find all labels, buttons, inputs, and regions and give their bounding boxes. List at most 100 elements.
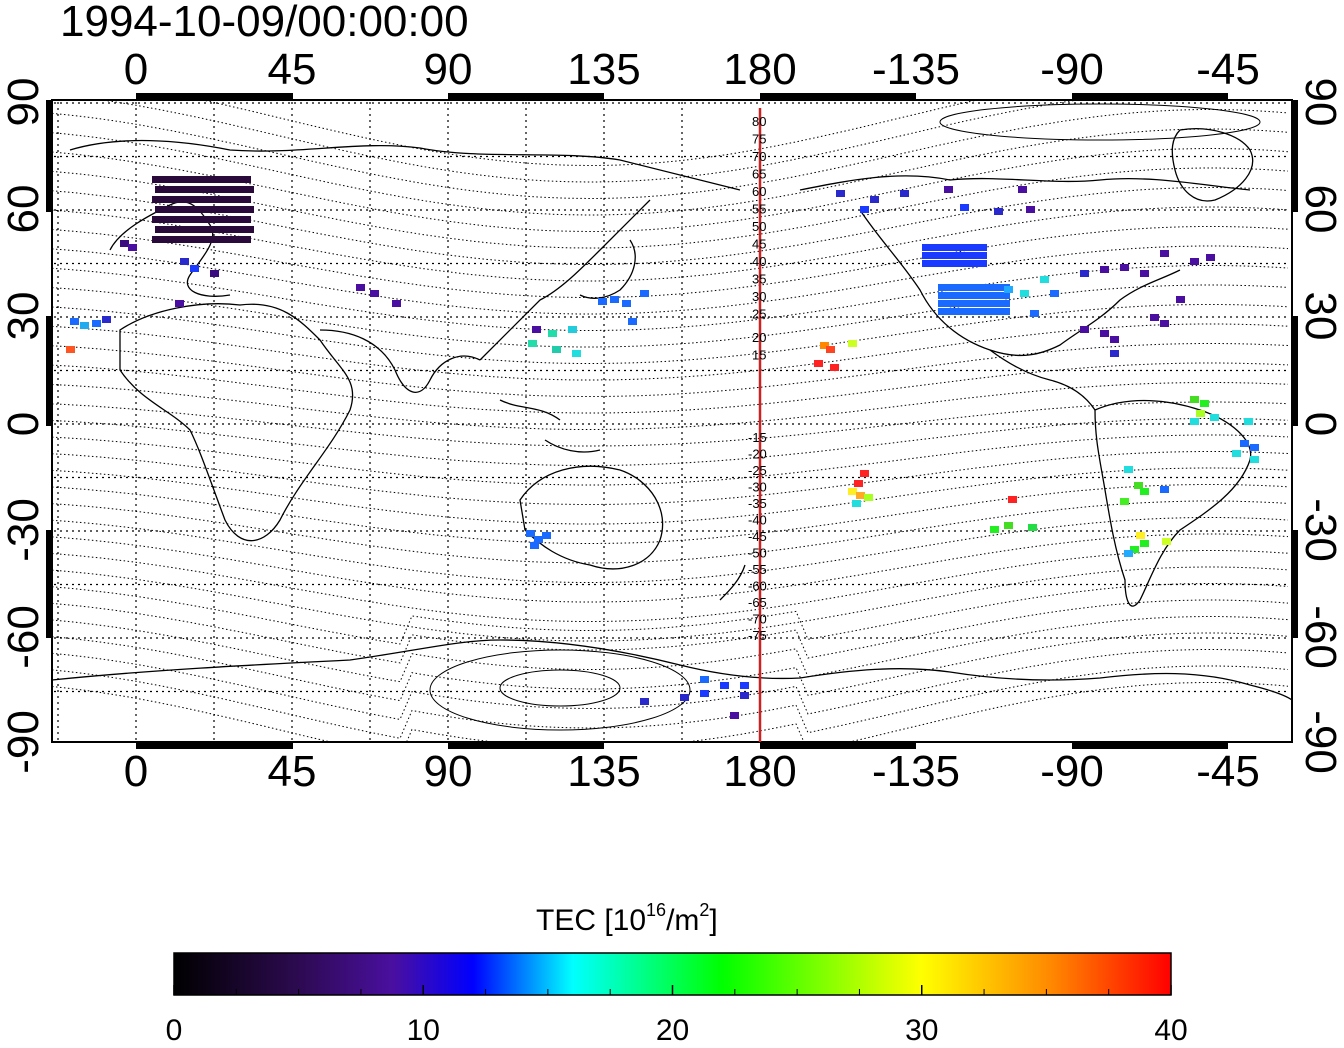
tec-cell <box>230 196 239 203</box>
tec-cell <box>182 216 191 223</box>
tec-cell <box>622 300 631 307</box>
tec-cell <box>1001 300 1010 307</box>
contour-line <box>52 467 1289 525</box>
tec-cell <box>848 488 857 495</box>
tec-cell <box>120 240 129 247</box>
tec-cell <box>239 226 248 233</box>
contour-label: 35 <box>752 272 766 287</box>
contour-label: -75 <box>748 628 767 643</box>
tec-cell <box>952 284 961 291</box>
tec-cell <box>973 292 982 299</box>
tec-cell <box>191 186 200 193</box>
tec-cell <box>185 186 194 193</box>
tec-cell <box>980 284 989 291</box>
tec-cell <box>680 694 689 701</box>
tec-cell <box>1140 270 1149 277</box>
tec-cell <box>830 364 839 371</box>
tec-cell <box>1206 254 1215 261</box>
tec-cell <box>194 236 203 243</box>
tec-cell <box>182 236 191 243</box>
tec-cell <box>209 206 218 213</box>
tec-cell <box>945 308 954 315</box>
tec-cell <box>938 308 947 315</box>
contour-label: -70 <box>748 612 767 627</box>
tec-cell <box>1100 266 1109 273</box>
tec-cell <box>943 244 952 251</box>
tec-cell <box>973 308 982 315</box>
tec-cell <box>242 236 251 243</box>
tec-cell <box>1160 250 1169 257</box>
tec-cell <box>852 500 861 507</box>
tec-cell <box>943 260 952 267</box>
contour-line <box>52 418 1289 466</box>
contour-line <box>52 128 1289 216</box>
tec-cell <box>227 206 236 213</box>
contour-label: -40 <box>748 513 767 528</box>
tec-cell <box>197 186 206 193</box>
tec-cell <box>971 252 980 259</box>
tec-cell <box>964 260 973 267</box>
contour-line <box>52 451 1289 505</box>
tec-cell <box>978 252 987 259</box>
contour-line <box>52 382 1289 430</box>
contour-line <box>52 632 1289 702</box>
tec-cell <box>1100 330 1109 337</box>
map-title: 1994-10-09/00:00:00 <box>60 0 469 46</box>
lon-tick-label: -90 <box>1040 45 1104 94</box>
tec-cell <box>212 196 221 203</box>
tec-cell <box>994 308 1003 315</box>
tec-cell <box>194 216 203 223</box>
tec-cell <box>152 176 161 183</box>
contour-line <box>52 599 1289 664</box>
tec-cell <box>980 300 989 307</box>
tec-cell <box>814 360 823 367</box>
tec-cell <box>1130 546 1139 553</box>
lat-tick-bars <box>46 100 1298 638</box>
lat-tick-label: 0 <box>0 412 48 436</box>
tec-cell <box>236 176 245 183</box>
contour-label: -25 <box>748 463 767 478</box>
tec-cell <box>1001 308 1010 315</box>
tec-cell <box>1120 264 1129 271</box>
tec-cell <box>820 342 829 349</box>
tec-cell <box>959 300 968 307</box>
tec-cell <box>370 290 379 297</box>
tec-cell <box>188 216 197 223</box>
tec-cell <box>167 206 176 213</box>
tec-cell <box>966 300 975 307</box>
tec-cell <box>215 206 224 213</box>
tec-cell <box>92 320 101 327</box>
tec-cell <box>864 494 873 501</box>
tec-cell <box>978 260 987 267</box>
tec-cell <box>221 186 230 193</box>
tec-cell <box>945 284 954 291</box>
tec-cell <box>203 186 212 193</box>
contour-line <box>52 500 1289 564</box>
tec-cell <box>973 300 982 307</box>
tec-cell <box>1196 410 1205 417</box>
tec-cell <box>221 226 230 233</box>
lat-tick-label: 30 <box>0 292 48 341</box>
tec-cell <box>167 226 176 233</box>
tec-cell <box>957 252 966 259</box>
contour-label: -30 <box>748 480 767 495</box>
tec-cell <box>179 226 188 233</box>
colorbar-tick-label: 30 <box>905 1014 938 1047</box>
tec-cell <box>987 300 996 307</box>
tec-cell <box>1040 276 1049 283</box>
tec-cell <box>158 196 167 203</box>
tec-cell <box>900 190 909 197</box>
contour-line <box>52 566 1289 642</box>
tec-cell <box>161 226 170 233</box>
contour-line <box>52 109 1289 200</box>
tec-cell <box>206 196 215 203</box>
tec-cell <box>1134 482 1143 489</box>
tec-cell <box>952 300 961 307</box>
tec-cell <box>528 340 537 347</box>
tec-cell <box>158 216 167 223</box>
lon-tick-label: -45 <box>1196 45 1260 94</box>
contour-label: 25 <box>752 307 766 322</box>
tec-cell <box>1140 540 1149 547</box>
tec-cell <box>197 226 206 233</box>
tec-cell <box>218 176 227 183</box>
